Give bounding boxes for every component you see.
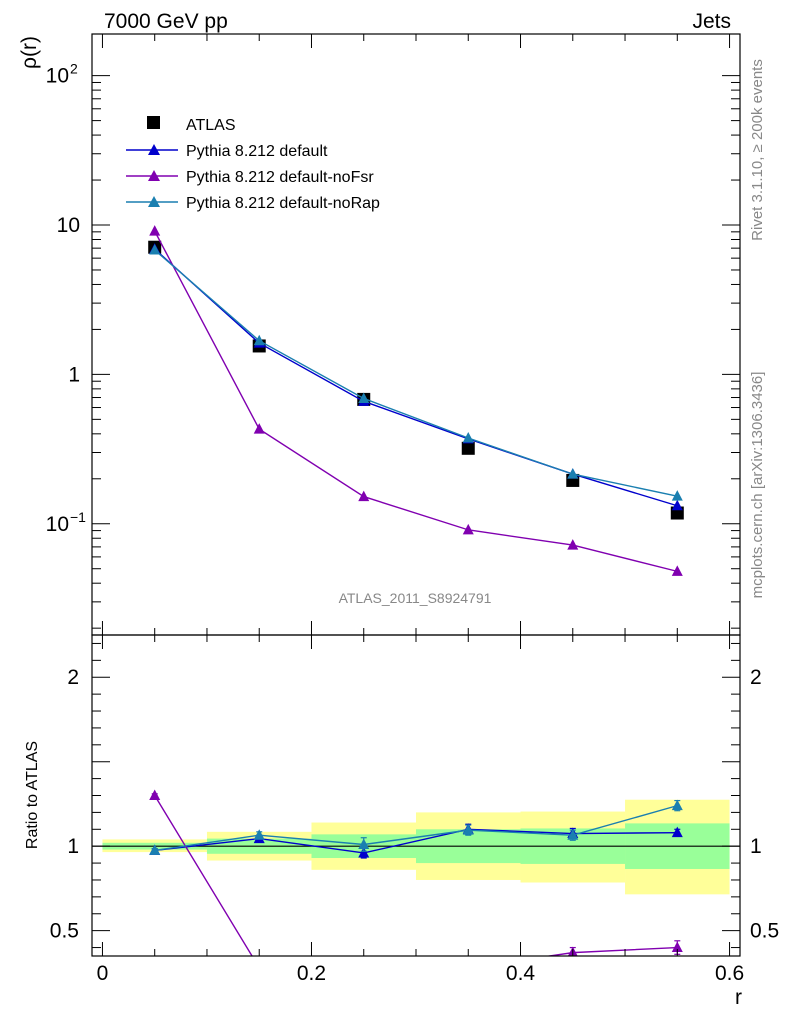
main-marker-series-1-5 bbox=[671, 565, 683, 576]
legend-label-nofsr: Pythia 8.212 default-noFsr bbox=[186, 169, 374, 186]
main-line-series-2 bbox=[154, 249, 678, 497]
legend-label-atlas: ATLAS bbox=[186, 117, 236, 134]
x-tick-label-3: 0.6 bbox=[715, 962, 744, 985]
ratio-ytick-label-right-2: 2 bbox=[750, 666, 762, 689]
main-marker-series-2-5 bbox=[671, 490, 683, 501]
main-marker-series-2-3 bbox=[462, 432, 474, 443]
ratio-ytick-label-left-1: 1 bbox=[67, 835, 79, 858]
main-ytick-label-exp-0: 2 bbox=[70, 61, 78, 77]
ratio-panel: 0 0.2 0.4 0.6 0.5 0.5 1 1 2 2 bbox=[50, 34, 779, 985]
main-ytick-label-3: 10 bbox=[46, 513, 69, 536]
main-marker-series-0-5 bbox=[671, 499, 683, 511]
main-plot-area bbox=[148, 225, 684, 576]
ratio-marker-series-1-2 bbox=[358, 972, 369, 983]
legend-marker-atlas bbox=[147, 116, 160, 129]
ratio-marker-series-2-4 bbox=[567, 829, 579, 840]
main-marker-series-1-1 bbox=[253, 423, 265, 434]
main-marker-series-1-0 bbox=[149, 225, 161, 236]
header-category: Jets bbox=[692, 10, 731, 33]
ratio-marker-series-2-2 bbox=[358, 838, 370, 849]
ratio-ytick-label-right-1: 1 bbox=[750, 835, 762, 858]
ratio-marker-series-2-0 bbox=[149, 844, 161, 855]
ratio-marker-series-0-2 bbox=[358, 846, 370, 858]
main-marker-series-2-2 bbox=[358, 392, 370, 403]
main-line-series-1 bbox=[154, 230, 678, 573]
ratio-marker-series-1-5 bbox=[671, 941, 683, 953]
ratio-marker-series-2-3 bbox=[462, 824, 474, 835]
atlas-point-3 bbox=[461, 441, 475, 455]
x-tick-label-0: 0 bbox=[97, 962, 109, 985]
legend: ATLAS Pythia 8.212 default Pythia 8.212 … bbox=[126, 116, 380, 212]
main-marker-series-2-0 bbox=[149, 244, 161, 255]
main-marker-series-2-1 bbox=[253, 334, 265, 346]
main-marker-series-2-4 bbox=[567, 468, 579, 479]
ratio-ytick-label-right-0: 0.5 bbox=[750, 920, 779, 943]
main-y-axis-title: ρ(r) bbox=[18, 36, 41, 69]
main-marker-series-1-2 bbox=[358, 490, 370, 502]
side-label-rivet: Rivet 3.1.10, ≥ 200k events bbox=[749, 59, 766, 241]
ratio-bands bbox=[102, 799, 730, 895]
main-ytick-label-1: 10 bbox=[57, 214, 80, 237]
legend-label-default: Pythia 8.212 default bbox=[186, 143, 328, 160]
ratio-line-series-0 bbox=[154, 828, 678, 854]
main-line-series-0 bbox=[154, 248, 678, 507]
ratio-line-series-1 bbox=[154, 795, 678, 956]
x-tick-label-1: 0.2 bbox=[297, 962, 326, 985]
ratio-y-axis-title: Ratio to ATLAS bbox=[24, 741, 41, 849]
legend-marker-norap bbox=[148, 196, 160, 207]
ratio-frame bbox=[91, 634, 741, 957]
main-ytick-label-exp-3: −1 bbox=[70, 509, 86, 525]
ratio-marker-series-2-1 bbox=[253, 829, 265, 840]
ratio-ytick-label-left-2: 2 bbox=[67, 666, 79, 689]
ratio-marker-series-0-5 bbox=[671, 826, 683, 838]
legend-label-norap: Pythia 8.212 default-noRap bbox=[186, 195, 380, 212]
x-axis-title: r bbox=[735, 986, 742, 1009]
main-ytick-label-0: 10 bbox=[46, 65, 69, 88]
analysis-label: ATLAS_2011_S8924791 bbox=[339, 590, 492, 606]
ratio-marker-series-2-5 bbox=[671, 799, 683, 811]
header-process: 7000 GeV pp bbox=[104, 10, 228, 33]
ratio-y-ticks: 0.5 0.5 1 1 2 2 bbox=[50, 642, 779, 949]
ratio-marker-series-1-3 bbox=[463, 962, 474, 973]
side-label-mcplots: mcplots.cern.ch [arXiv:1306.3436] bbox=[749, 372, 766, 599]
main-marker-series-1-4 bbox=[567, 539, 579, 550]
legend-marker-default bbox=[148, 144, 160, 155]
x-tick-label-2: 0.4 bbox=[506, 962, 536, 985]
main-ytick-label-2: 1 bbox=[68, 363, 80, 386]
ratio-marker-series-1-1 bbox=[254, 962, 265, 973]
main-marker-series-1-3 bbox=[462, 523, 474, 535]
legend-marker-nofsr bbox=[148, 170, 160, 181]
ratio-line-series-2 bbox=[154, 804, 678, 852]
ratio-plot-area bbox=[149, 789, 683, 983]
ratio-marker-series-1-0 bbox=[149, 789, 161, 800]
ratio-ytick-label-left-0: 0.5 bbox=[50, 920, 79, 943]
x-ticks: 0 0.2 0.4 0.6 bbox=[97, 34, 744, 985]
